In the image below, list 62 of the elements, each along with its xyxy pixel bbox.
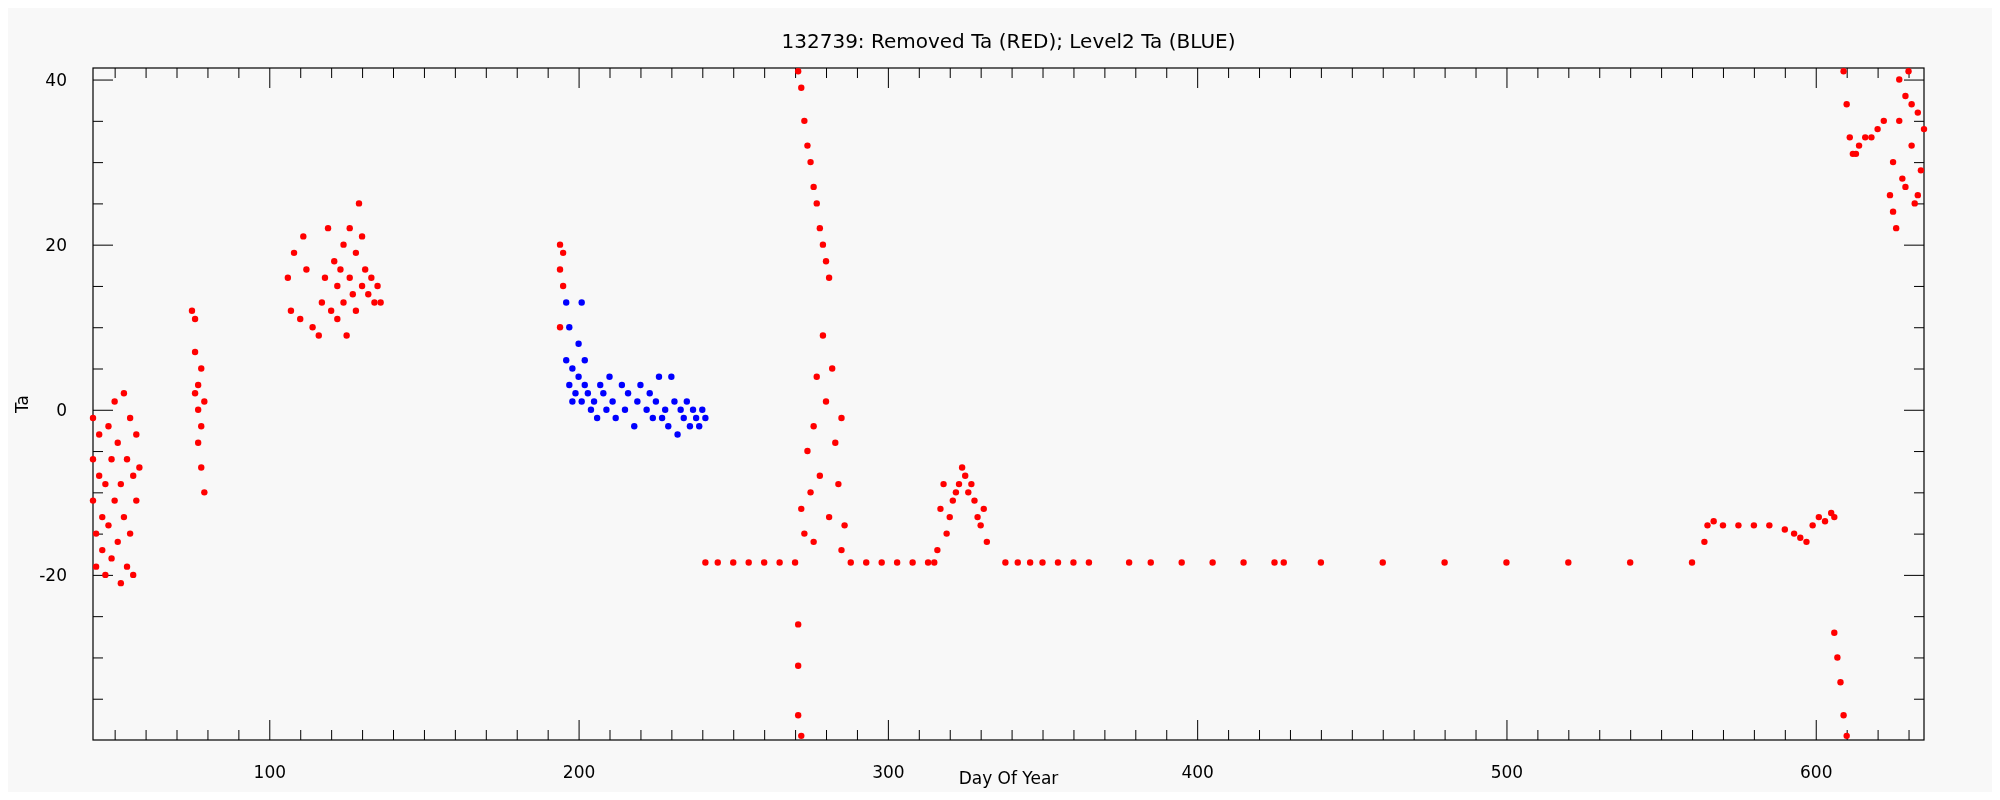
point xyxy=(661,406,669,413)
point xyxy=(618,381,626,389)
point xyxy=(655,373,663,380)
point xyxy=(646,390,653,397)
x-axis-title: Day Of Year xyxy=(958,768,1059,788)
point xyxy=(677,406,684,413)
point xyxy=(569,365,576,372)
y-tick-label: 40 xyxy=(45,69,67,90)
point xyxy=(584,390,592,397)
point xyxy=(634,398,641,405)
y-axis-title: Ta xyxy=(12,395,32,414)
point xyxy=(590,398,598,405)
x-tick-label: 200 xyxy=(562,762,596,783)
y-tick-label: 0 xyxy=(56,399,67,420)
point xyxy=(658,414,666,422)
point xyxy=(702,414,709,422)
point xyxy=(680,414,687,422)
point xyxy=(696,423,703,430)
x-tick-label: 400 xyxy=(1181,762,1214,783)
point xyxy=(643,406,650,413)
point xyxy=(581,357,588,364)
point xyxy=(649,414,657,422)
point xyxy=(621,406,629,413)
point xyxy=(600,390,607,397)
point xyxy=(609,398,616,405)
point xyxy=(566,324,573,331)
point xyxy=(683,398,691,405)
point xyxy=(637,381,644,389)
point xyxy=(699,406,706,413)
point xyxy=(631,423,638,430)
point xyxy=(572,390,579,397)
y-tick-label: -20 xyxy=(39,564,67,585)
point xyxy=(668,373,675,380)
point xyxy=(569,398,576,405)
point xyxy=(606,373,613,380)
point xyxy=(578,299,585,306)
point xyxy=(612,414,619,422)
point xyxy=(689,406,697,413)
point xyxy=(652,398,660,405)
y-tick-label: 20 xyxy=(45,234,67,255)
point xyxy=(603,406,610,413)
point xyxy=(566,381,573,389)
point xyxy=(563,299,570,306)
point xyxy=(563,357,570,364)
point xyxy=(686,423,694,430)
point xyxy=(575,340,582,347)
point xyxy=(587,406,595,413)
point xyxy=(624,390,632,397)
x-tick-label: 300 xyxy=(872,762,905,783)
point xyxy=(581,381,588,389)
point xyxy=(674,431,681,438)
x-tick-label: 100 xyxy=(253,762,287,783)
point xyxy=(671,398,678,405)
chart-title: 132739: Removed Ta (RED); Level2 Ta (BLUE) xyxy=(781,29,1236,53)
point xyxy=(665,423,672,430)
point xyxy=(593,414,601,422)
point xyxy=(578,398,585,405)
point xyxy=(597,381,604,389)
x-tick-label: 500 xyxy=(1490,762,1524,783)
point xyxy=(575,373,582,380)
point xyxy=(692,414,700,422)
x-tick-label: 600 xyxy=(1800,762,1833,783)
